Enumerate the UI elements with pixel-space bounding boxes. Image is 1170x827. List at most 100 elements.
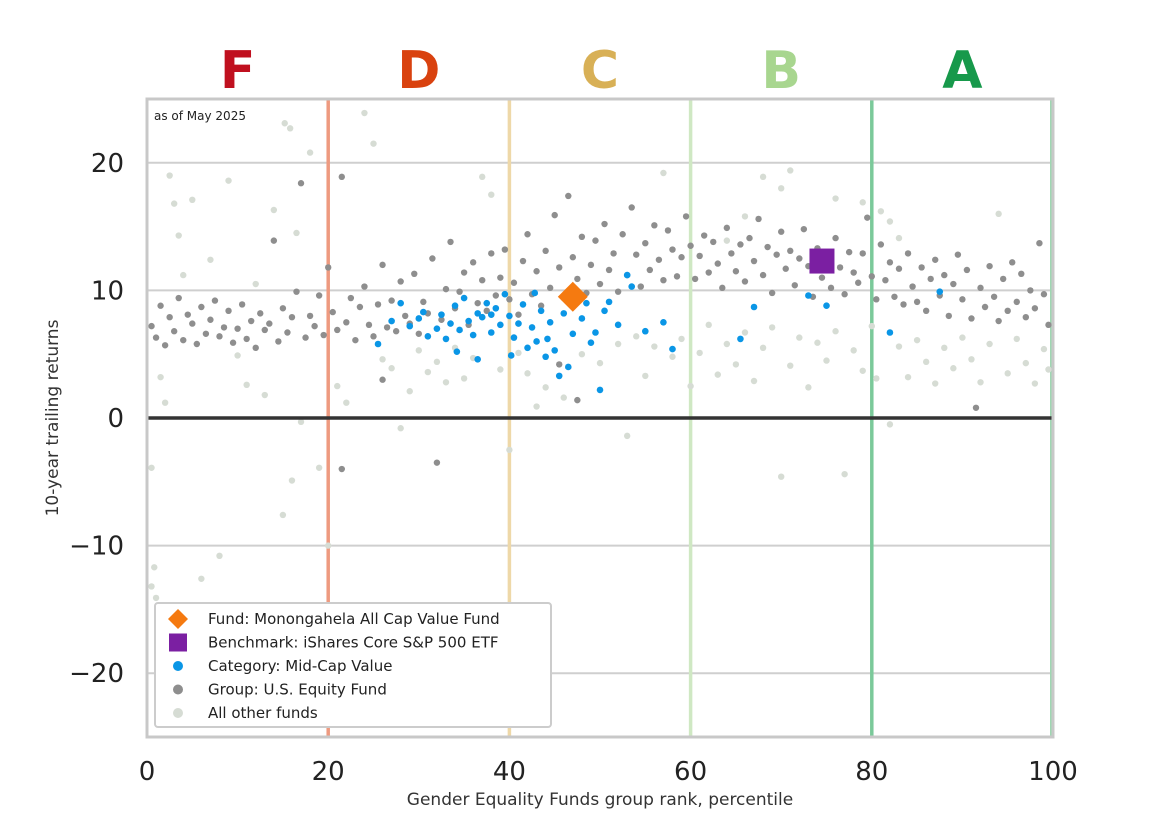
category-point [737,335,744,343]
other-fund-point [922,358,930,366]
category-point [519,301,527,308]
group-point [578,233,586,241]
other-fund-point [986,340,993,348]
other-fund-point [913,336,921,344]
group-point [383,324,391,331]
group-point [845,248,853,256]
category-point [886,329,894,336]
other-fund-point [877,208,885,215]
other-fund-point [533,403,540,410]
other-fund-point [859,367,866,374]
category-point [551,347,558,354]
category-point [560,310,568,317]
group-point [868,273,875,280]
group-point [932,256,939,263]
other-fund-point [261,391,268,399]
group-point [175,294,182,302]
other-fund-point [1031,380,1039,387]
group-point [922,307,930,315]
group-point [352,336,359,344]
category-point [478,313,486,321]
other-fund-point [148,464,155,471]
other-fund-point [623,432,631,440]
group-point [334,326,341,334]
category-point [415,315,423,322]
group-point [1027,287,1034,294]
group-point [927,275,934,283]
group-point [456,288,463,295]
category-point [587,339,595,347]
other-fund-point [977,379,984,386]
group-point [546,284,554,292]
group-point [1036,239,1043,247]
other-fund-point [705,321,712,329]
other-fund-point [941,344,948,352]
category-point [596,386,604,394]
group-point [252,344,259,352]
group-point [501,246,509,253]
category-point [420,308,427,316]
other-fund-point [696,349,703,357]
group-point [343,319,350,326]
group-point [963,266,971,274]
group-point [605,266,613,274]
group-point [379,261,386,269]
other-fund-point [778,185,785,192]
other-fund-point [768,324,776,331]
group-point [198,303,205,311]
legend-entry-label: Group: U.S. Equity Fund [208,681,387,699]
other-fund-point [950,365,957,372]
other-fund-point [189,196,196,204]
other-fund-point [524,370,531,377]
category-point [605,298,613,306]
group-point [954,251,962,258]
group-point [379,376,386,383]
other-fund-point [361,109,368,117]
category-point [447,320,454,327]
group-point [669,246,676,253]
group-point [700,232,708,239]
category-point [592,329,599,336]
x-tick-label: 100 [1028,757,1078,787]
group-point [374,301,382,308]
other-fund-point [497,366,504,373]
group-point [365,321,373,329]
legend: Fund: Monongahela All Cap Value Fund Benc… [154,602,552,728]
group-point [696,252,703,260]
other-fund-point [832,195,839,202]
group-point [909,283,916,290]
other-fund-point [243,381,250,389]
group-point [746,234,753,242]
group-point [184,311,191,318]
category-point [544,335,551,343]
category-point [936,288,944,295]
group-point [469,259,477,266]
group-point [968,315,975,322]
other-fund-point [343,399,350,406]
category-point [628,283,636,290]
group-point [741,278,749,285]
category-point [660,319,667,326]
group-point [574,275,581,283]
y-tick-label: 10 [91,276,124,306]
category-point [474,356,481,363]
category-point [583,299,590,307]
group-point [719,284,726,292]
group-point [297,180,305,187]
group-point [279,305,287,312]
other-fund-point [1013,335,1020,343]
group-point [565,192,572,200]
group-point [882,276,889,284]
group-point [678,254,685,261]
group-point [995,317,1002,325]
x-axis-label: Gender Equality Funds group rank, percen… [407,790,793,810]
group-point [148,322,155,330]
category-point [510,334,518,341]
group-point [483,307,490,315]
other-fund-point [796,334,803,341]
group-point [474,299,481,307]
group-point [524,231,531,238]
group-point [918,264,925,271]
group-point [877,241,885,248]
